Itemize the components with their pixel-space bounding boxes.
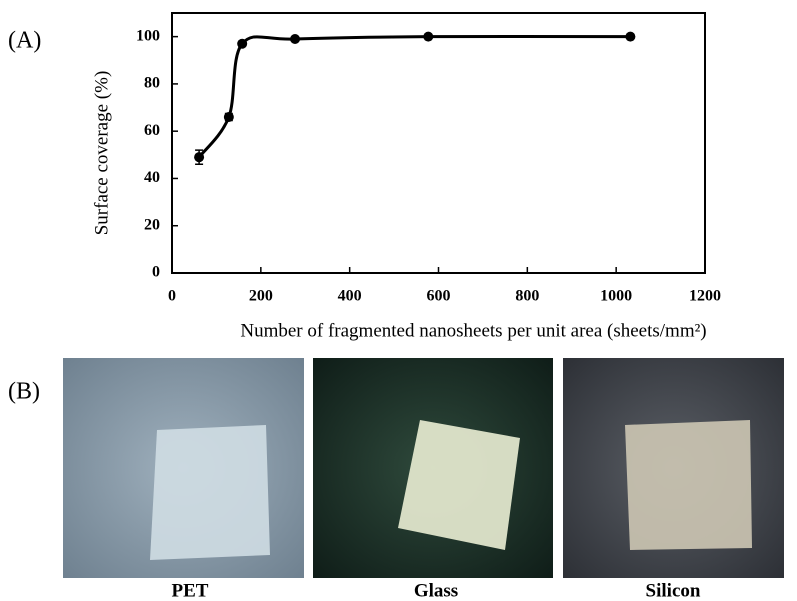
x-tick-label: 1200 bbox=[689, 288, 721, 305]
y-tick-label: 40 bbox=[144, 169, 160, 186]
x-tick-label: 0 bbox=[168, 288, 176, 305]
plot-frame bbox=[172, 13, 705, 273]
data-point bbox=[224, 112, 234, 122]
y-tick-label: 100 bbox=[136, 27, 160, 44]
data-line bbox=[199, 36, 630, 157]
x-tick-label: 1000 bbox=[600, 288, 632, 305]
photo bbox=[313, 358, 553, 578]
data-point bbox=[290, 34, 300, 44]
nanosheet-square bbox=[150, 425, 270, 560]
y-tick-label: 0 bbox=[152, 264, 160, 281]
data-point bbox=[423, 32, 433, 42]
photo-caption: Silicon bbox=[646, 580, 701, 601]
page: {"panels": {"a": "(A)", "b": "(B)"}, "ch… bbox=[0, 0, 797, 601]
data-point bbox=[194, 152, 204, 162]
photo-caption: PET bbox=[172, 580, 209, 601]
x-tick-label: 800 bbox=[515, 288, 539, 305]
y-tick-label: 80 bbox=[144, 75, 160, 92]
data-point bbox=[625, 32, 635, 42]
figure: (A) (B) PET Glass Silicon 02040608010002… bbox=[0, 0, 797, 601]
panel-label: (B) bbox=[8, 379, 40, 405]
nanosheet-square bbox=[398, 420, 520, 550]
x-tick-label: 600 bbox=[427, 288, 451, 305]
y-tick-label: 20 bbox=[144, 216, 160, 233]
panel-label: (A) bbox=[8, 28, 41, 54]
x-tick-label: 400 bbox=[338, 288, 362, 305]
x-tick-label: 200 bbox=[249, 288, 273, 305]
y-tick-label: 60 bbox=[144, 122, 160, 139]
photo-caption: Glass bbox=[414, 580, 458, 601]
y-axis-label: Surface coverage (%) bbox=[91, 71, 112, 236]
x-axis-label: Number of fragmented nanosheets per unit… bbox=[240, 320, 706, 341]
data-point bbox=[237, 39, 247, 49]
nanosheet-square bbox=[625, 420, 752, 550]
photo bbox=[563, 358, 784, 578]
photo bbox=[63, 358, 304, 578]
